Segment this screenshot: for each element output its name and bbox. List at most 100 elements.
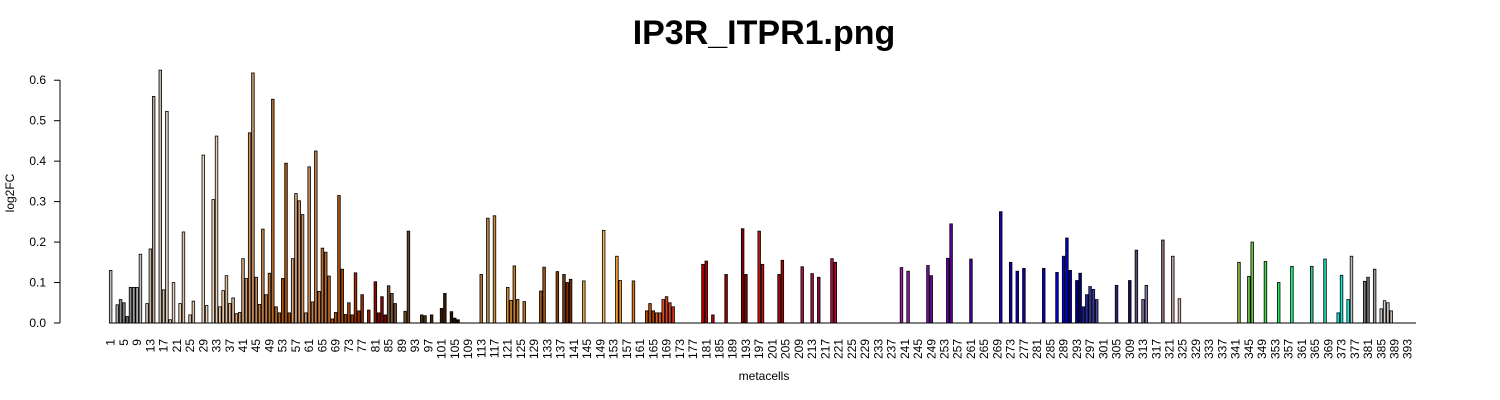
x-tick-label: 297 [1083,339,1097,359]
bar [999,211,1003,324]
bar [257,303,262,324]
x-tick-label: 309 [1123,339,1137,359]
x-tick-label: 205 [779,339,793,359]
x-tick-label: 65 [315,339,329,353]
x-tick-label: 337 [1215,339,1229,359]
x-tick-label: 221 [832,339,846,359]
x-tick-label: 237 [885,339,899,359]
y-tick-label: 0.4 [29,154,46,168]
bar [744,274,748,324]
bar [333,312,338,324]
bar [386,285,391,324]
x-tick-label: 317 [1149,339,1163,359]
bar [1177,298,1182,324]
bar [800,266,804,324]
x-tick-label: 177 [686,339,700,359]
bar [539,290,543,324]
x-tick-label: 69 [329,339,343,353]
bar [648,303,652,324]
x-tick-label: 153 [607,339,621,359]
bar [512,265,517,324]
bar [161,289,166,324]
bar [320,247,325,324]
bar [1055,272,1059,324]
bar [1290,265,1294,324]
x-tick-label: 353 [1268,339,1282,359]
x-tick-label: 89 [395,339,409,353]
x-tick-label: 197 [752,339,766,359]
x-tick-label: 253 [937,339,951,359]
x-tick-label: 21 [170,339,184,353]
bar [906,270,910,324]
x-tick-label: 181 [699,339,713,359]
x-tick-label: 61 [302,339,316,353]
bar [304,312,308,324]
x-tick-label: 165 [646,339,660,359]
bar [456,319,460,324]
x-tick-label: 209 [792,339,806,359]
x-tick-label: 37 [223,339,237,353]
x-tick-label: 261 [964,339,978,359]
bar [264,294,268,324]
x-tick-label: 241 [898,339,912,359]
bar [899,267,904,324]
bar [1114,284,1119,324]
bar [108,269,113,324]
x-tick-label: 217 [818,339,832,359]
bar [188,314,192,324]
bar [1339,274,1344,324]
bar [509,299,513,324]
bar [211,199,215,324]
x-tick-label: 277 [1017,339,1031,359]
x-tick-label: 141 [567,339,581,359]
x-tick-label: 29 [196,339,210,353]
x-tick-label: 305 [1110,339,1124,359]
x-tick-label: 189 [726,339,740,359]
bar [661,299,665,324]
x-tick-label: 369 [1321,339,1335,359]
x-tick-label: 137 [554,339,568,359]
bar [340,268,344,324]
x-tick-label: 373 [1335,339,1349,359]
bar [1144,284,1149,324]
x-tick-label: 161 [633,339,647,359]
bar [969,258,973,324]
x-tick-label: 45 [249,339,263,353]
x-tick-label: 109 [461,339,475,359]
x-tick-label: 329 [1189,339,1203,359]
bar [247,132,252,324]
bar [403,310,407,324]
bar [221,290,225,324]
bar [138,253,143,324]
bar [601,229,606,324]
bar [724,274,728,324]
bar [118,299,123,324]
bar [1015,270,1019,324]
bar [324,251,328,324]
bar [671,306,675,324]
x-tick-label: 129 [527,339,541,359]
bar [1128,280,1132,324]
x-tick-label: 185 [712,339,726,359]
x-tick-label: 1 [104,339,118,346]
bar [165,110,169,324]
bar [330,318,335,324]
bar [1379,308,1383,324]
bar [1276,282,1281,324]
bar [664,296,669,324]
bar [651,310,656,324]
bar [515,299,520,324]
bar [645,310,649,324]
x-tick-label: 133 [540,339,554,359]
bar [1075,280,1079,324]
x-tick-label: 77 [355,339,369,353]
x-tick-label: 25 [183,339,197,353]
bar [390,293,394,324]
x-tick-label: 345 [1242,339,1256,359]
x-tick-label: 285 [1043,339,1057,359]
bar [204,305,209,324]
bar [314,150,318,324]
x-tick-label: 229 [858,339,872,359]
bar [1068,269,1072,324]
bar [949,223,953,324]
